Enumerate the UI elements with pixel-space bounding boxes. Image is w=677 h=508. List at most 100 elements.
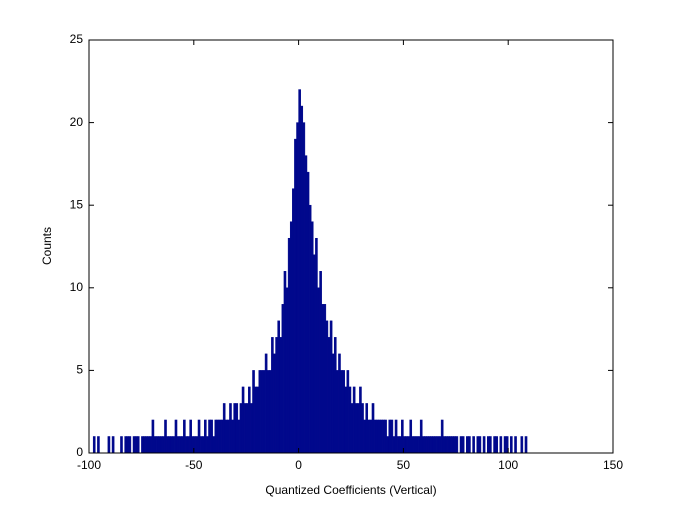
bar xyxy=(220,419,224,454)
bar xyxy=(310,221,314,454)
bar xyxy=(478,436,482,454)
bar xyxy=(348,386,352,454)
bar xyxy=(298,89,301,454)
bar xyxy=(388,419,392,454)
bar xyxy=(375,419,379,454)
bar xyxy=(329,320,333,454)
bar xyxy=(323,304,327,454)
bar xyxy=(168,436,171,454)
bar xyxy=(264,353,268,454)
bar xyxy=(92,436,96,454)
bar xyxy=(97,436,100,454)
bar xyxy=(126,436,130,454)
bar xyxy=(141,436,144,454)
bar xyxy=(204,419,207,454)
bar xyxy=(369,419,373,454)
bar xyxy=(162,436,165,454)
bar xyxy=(520,436,524,454)
bar xyxy=(451,436,454,454)
bar xyxy=(482,436,486,454)
bar xyxy=(164,419,167,454)
bar xyxy=(147,436,151,454)
bar xyxy=(459,436,463,454)
bar xyxy=(231,419,234,454)
bar xyxy=(415,436,419,454)
bar xyxy=(254,386,257,454)
bar xyxy=(373,419,377,454)
bar xyxy=(206,436,209,454)
bar xyxy=(338,353,341,454)
bar xyxy=(340,370,343,454)
bar xyxy=(510,436,513,454)
bar xyxy=(111,436,115,454)
bar xyxy=(245,403,249,454)
bar xyxy=(216,419,220,454)
bar xyxy=(227,419,230,454)
bar xyxy=(390,419,394,454)
bar xyxy=(380,419,383,454)
bar xyxy=(151,419,155,454)
bar xyxy=(258,370,262,454)
bar xyxy=(359,386,362,454)
bar xyxy=(405,436,408,454)
bar xyxy=(229,403,232,454)
bar xyxy=(394,419,398,454)
bar xyxy=(222,403,226,454)
bar xyxy=(218,419,222,454)
bar xyxy=(336,370,339,454)
bar xyxy=(357,403,360,454)
bar xyxy=(493,436,496,454)
y-tick-label: 25 xyxy=(70,32,84,46)
x-tick-label: -50 xyxy=(185,458,203,472)
bar xyxy=(468,436,471,454)
bar xyxy=(426,436,429,454)
bar xyxy=(354,403,358,454)
bar xyxy=(260,370,264,454)
bar xyxy=(120,436,123,454)
bar xyxy=(495,436,498,454)
bar xyxy=(361,403,364,454)
bar xyxy=(199,436,203,454)
bar xyxy=(514,436,517,454)
bar xyxy=(178,436,182,454)
bar xyxy=(386,436,389,454)
bar xyxy=(333,337,337,454)
bar xyxy=(189,419,192,454)
bar xyxy=(321,304,325,454)
bar xyxy=(466,436,469,454)
bar xyxy=(266,370,270,454)
y-tick-label: 0 xyxy=(76,445,83,459)
bar xyxy=(346,370,350,454)
bar xyxy=(143,436,146,454)
bar xyxy=(294,138,297,454)
bar xyxy=(313,254,316,454)
bar xyxy=(461,436,465,454)
bar xyxy=(503,436,507,454)
bar xyxy=(201,436,205,454)
bar xyxy=(262,370,266,454)
bar xyxy=(396,436,400,454)
bar xyxy=(438,436,442,454)
bar xyxy=(124,436,127,454)
x-tick-label: 100 xyxy=(498,458,518,472)
bar xyxy=(472,436,475,454)
bar xyxy=(344,386,348,454)
bar xyxy=(292,188,295,454)
bar xyxy=(350,403,354,454)
bar xyxy=(176,436,180,454)
bar xyxy=(239,403,243,454)
bar xyxy=(422,436,425,454)
bar xyxy=(269,370,272,454)
bar xyxy=(453,436,457,454)
bar xyxy=(248,386,251,454)
bar xyxy=(287,237,291,454)
bar xyxy=(455,436,459,454)
bar xyxy=(300,105,304,454)
bar xyxy=(419,419,423,454)
bar xyxy=(243,403,247,454)
bar xyxy=(407,436,410,454)
bar xyxy=(197,419,201,454)
bar xyxy=(279,337,283,454)
y-tick-label: 20 xyxy=(70,115,84,129)
